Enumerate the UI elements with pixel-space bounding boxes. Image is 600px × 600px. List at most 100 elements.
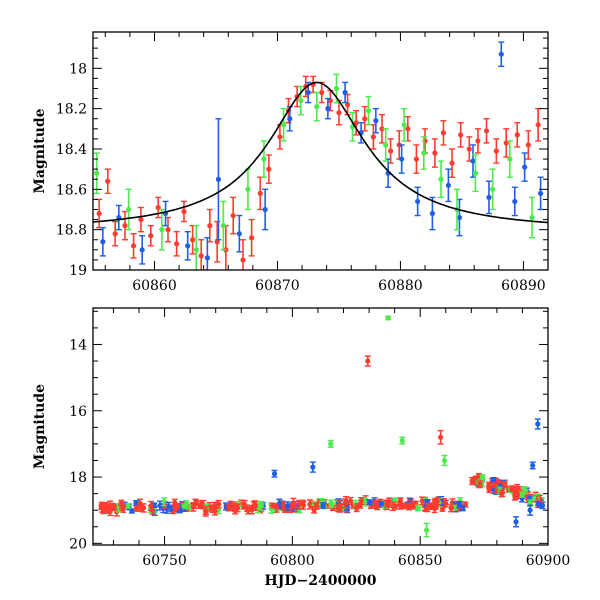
baseline-point <box>109 502 116 509</box>
series-point <box>466 136 473 162</box>
x-tick-label: 60880 <box>378 278 423 294</box>
baseline-point <box>202 506 209 516</box>
series-point <box>370 124 377 150</box>
series-point <box>214 220 221 263</box>
outlier-point <box>529 461 536 470</box>
series-point <box>438 160 445 199</box>
baseline-point <box>456 501 463 509</box>
outburst-point <box>490 477 497 483</box>
x-tick-label: 60850 <box>398 553 443 569</box>
baseline-point <box>215 499 222 509</box>
data-point-red <box>198 501 204 507</box>
series-point <box>297 85 304 116</box>
series-point <box>420 136 427 170</box>
outlier-point <box>423 522 430 538</box>
series-point <box>535 107 542 142</box>
data-point-blue <box>512 198 518 205</box>
baseline-point <box>378 501 385 507</box>
data-point-red <box>387 148 394 154</box>
data-point-blue <box>530 462 536 469</box>
data-point-red <box>413 156 420 162</box>
series-point <box>318 81 325 104</box>
series-point <box>93 152 100 195</box>
data-point-red <box>105 178 111 184</box>
data-point-red <box>344 102 351 108</box>
baseline-point <box>161 497 168 507</box>
data-point-red <box>370 134 376 140</box>
data-point-green <box>527 500 533 506</box>
data-point-red <box>525 142 531 148</box>
baseline-point <box>336 506 343 513</box>
data-point-red <box>535 122 541 128</box>
data-point-red <box>353 120 359 126</box>
data-point-green <box>438 176 444 182</box>
data-point-red <box>174 241 180 247</box>
series-point <box>529 196 536 239</box>
baseline-point <box>402 502 409 509</box>
data-point-blue <box>399 156 405 162</box>
outburst-point <box>470 478 477 485</box>
data-point-blue <box>538 190 544 196</box>
data-point-blue <box>320 502 326 509</box>
series-point <box>324 97 331 120</box>
x-tick-label: 60890 <box>501 278 546 294</box>
top-panel-light-curve-zoom: 60860 60870 60880 60890 18 18.2 18.4 18.6 18.8 19… <box>32 31 549 294</box>
data-point-green <box>507 156 513 162</box>
data-point-red <box>133 505 140 512</box>
y-tick-label: 19 <box>69 263 87 279</box>
data-point-red <box>477 481 483 487</box>
outlier-point <box>271 469 278 478</box>
data-point-blue <box>166 504 172 510</box>
data-point-red <box>138 216 144 223</box>
data-point-blue <box>490 477 497 483</box>
data-point-blue <box>378 501 384 507</box>
baseline-point <box>174 502 181 510</box>
data-point-red <box>379 126 385 132</box>
data-point-red <box>274 505 280 511</box>
data-point-green <box>401 122 407 128</box>
data-point-red <box>502 482 508 488</box>
outburst-point <box>486 485 493 494</box>
y-axis-label: Magnitude <box>32 384 48 469</box>
data-point-blue <box>373 118 379 124</box>
data-point-blue <box>342 89 348 96</box>
series-point <box>472 154 479 193</box>
data-point-blue <box>262 206 268 213</box>
baseline-point <box>425 502 432 510</box>
baseline-point <box>241 499 248 510</box>
baseline-point <box>342 498 349 509</box>
series-point <box>262 188 269 231</box>
data-point-red <box>470 478 476 485</box>
series-point <box>503 128 510 158</box>
data-point-red <box>433 504 439 510</box>
baseline-point <box>373 499 380 508</box>
data-point-red <box>137 500 143 507</box>
data-point-green <box>261 156 267 162</box>
x-tick-label: 60800 <box>270 553 315 569</box>
baseline-point <box>232 505 239 512</box>
outlier-point <box>364 355 371 367</box>
y-tick-label: 18.4 <box>56 142 87 158</box>
baseline-point <box>165 501 172 512</box>
data-point-green <box>479 474 486 480</box>
data-point-red <box>499 490 505 497</box>
data-point-green <box>257 501 264 507</box>
data-point-red <box>109 502 116 509</box>
series-point <box>206 208 213 243</box>
series-point <box>104 168 111 195</box>
data-point-green <box>193 247 199 253</box>
outlier-point <box>441 454 448 467</box>
y-tick-label: 18 <box>69 470 87 486</box>
data-point-blue <box>325 106 331 112</box>
data-point-blue <box>456 502 463 508</box>
data-point-red <box>458 132 464 138</box>
data-point-green <box>245 186 251 192</box>
data-point-blue <box>486 194 492 200</box>
baseline-point <box>320 502 327 509</box>
series-point <box>147 224 154 247</box>
baseline-point <box>102 501 109 510</box>
data-point-blue <box>415 198 421 205</box>
data-point-red <box>358 498 364 504</box>
series-point <box>193 224 200 270</box>
series-point <box>483 118 490 144</box>
